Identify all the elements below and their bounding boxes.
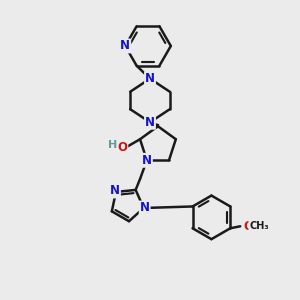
Text: N: N	[145, 72, 155, 85]
Text: N: N	[145, 116, 155, 129]
Text: N: N	[142, 154, 152, 167]
Text: CH₃: CH₃	[249, 221, 269, 231]
Text: H: H	[108, 140, 117, 150]
Text: N: N	[120, 40, 130, 52]
Text: N: N	[140, 202, 150, 214]
Text: O: O	[243, 220, 253, 233]
Text: O: O	[117, 141, 127, 154]
Text: N: N	[110, 184, 120, 197]
Polygon shape	[150, 122, 159, 128]
